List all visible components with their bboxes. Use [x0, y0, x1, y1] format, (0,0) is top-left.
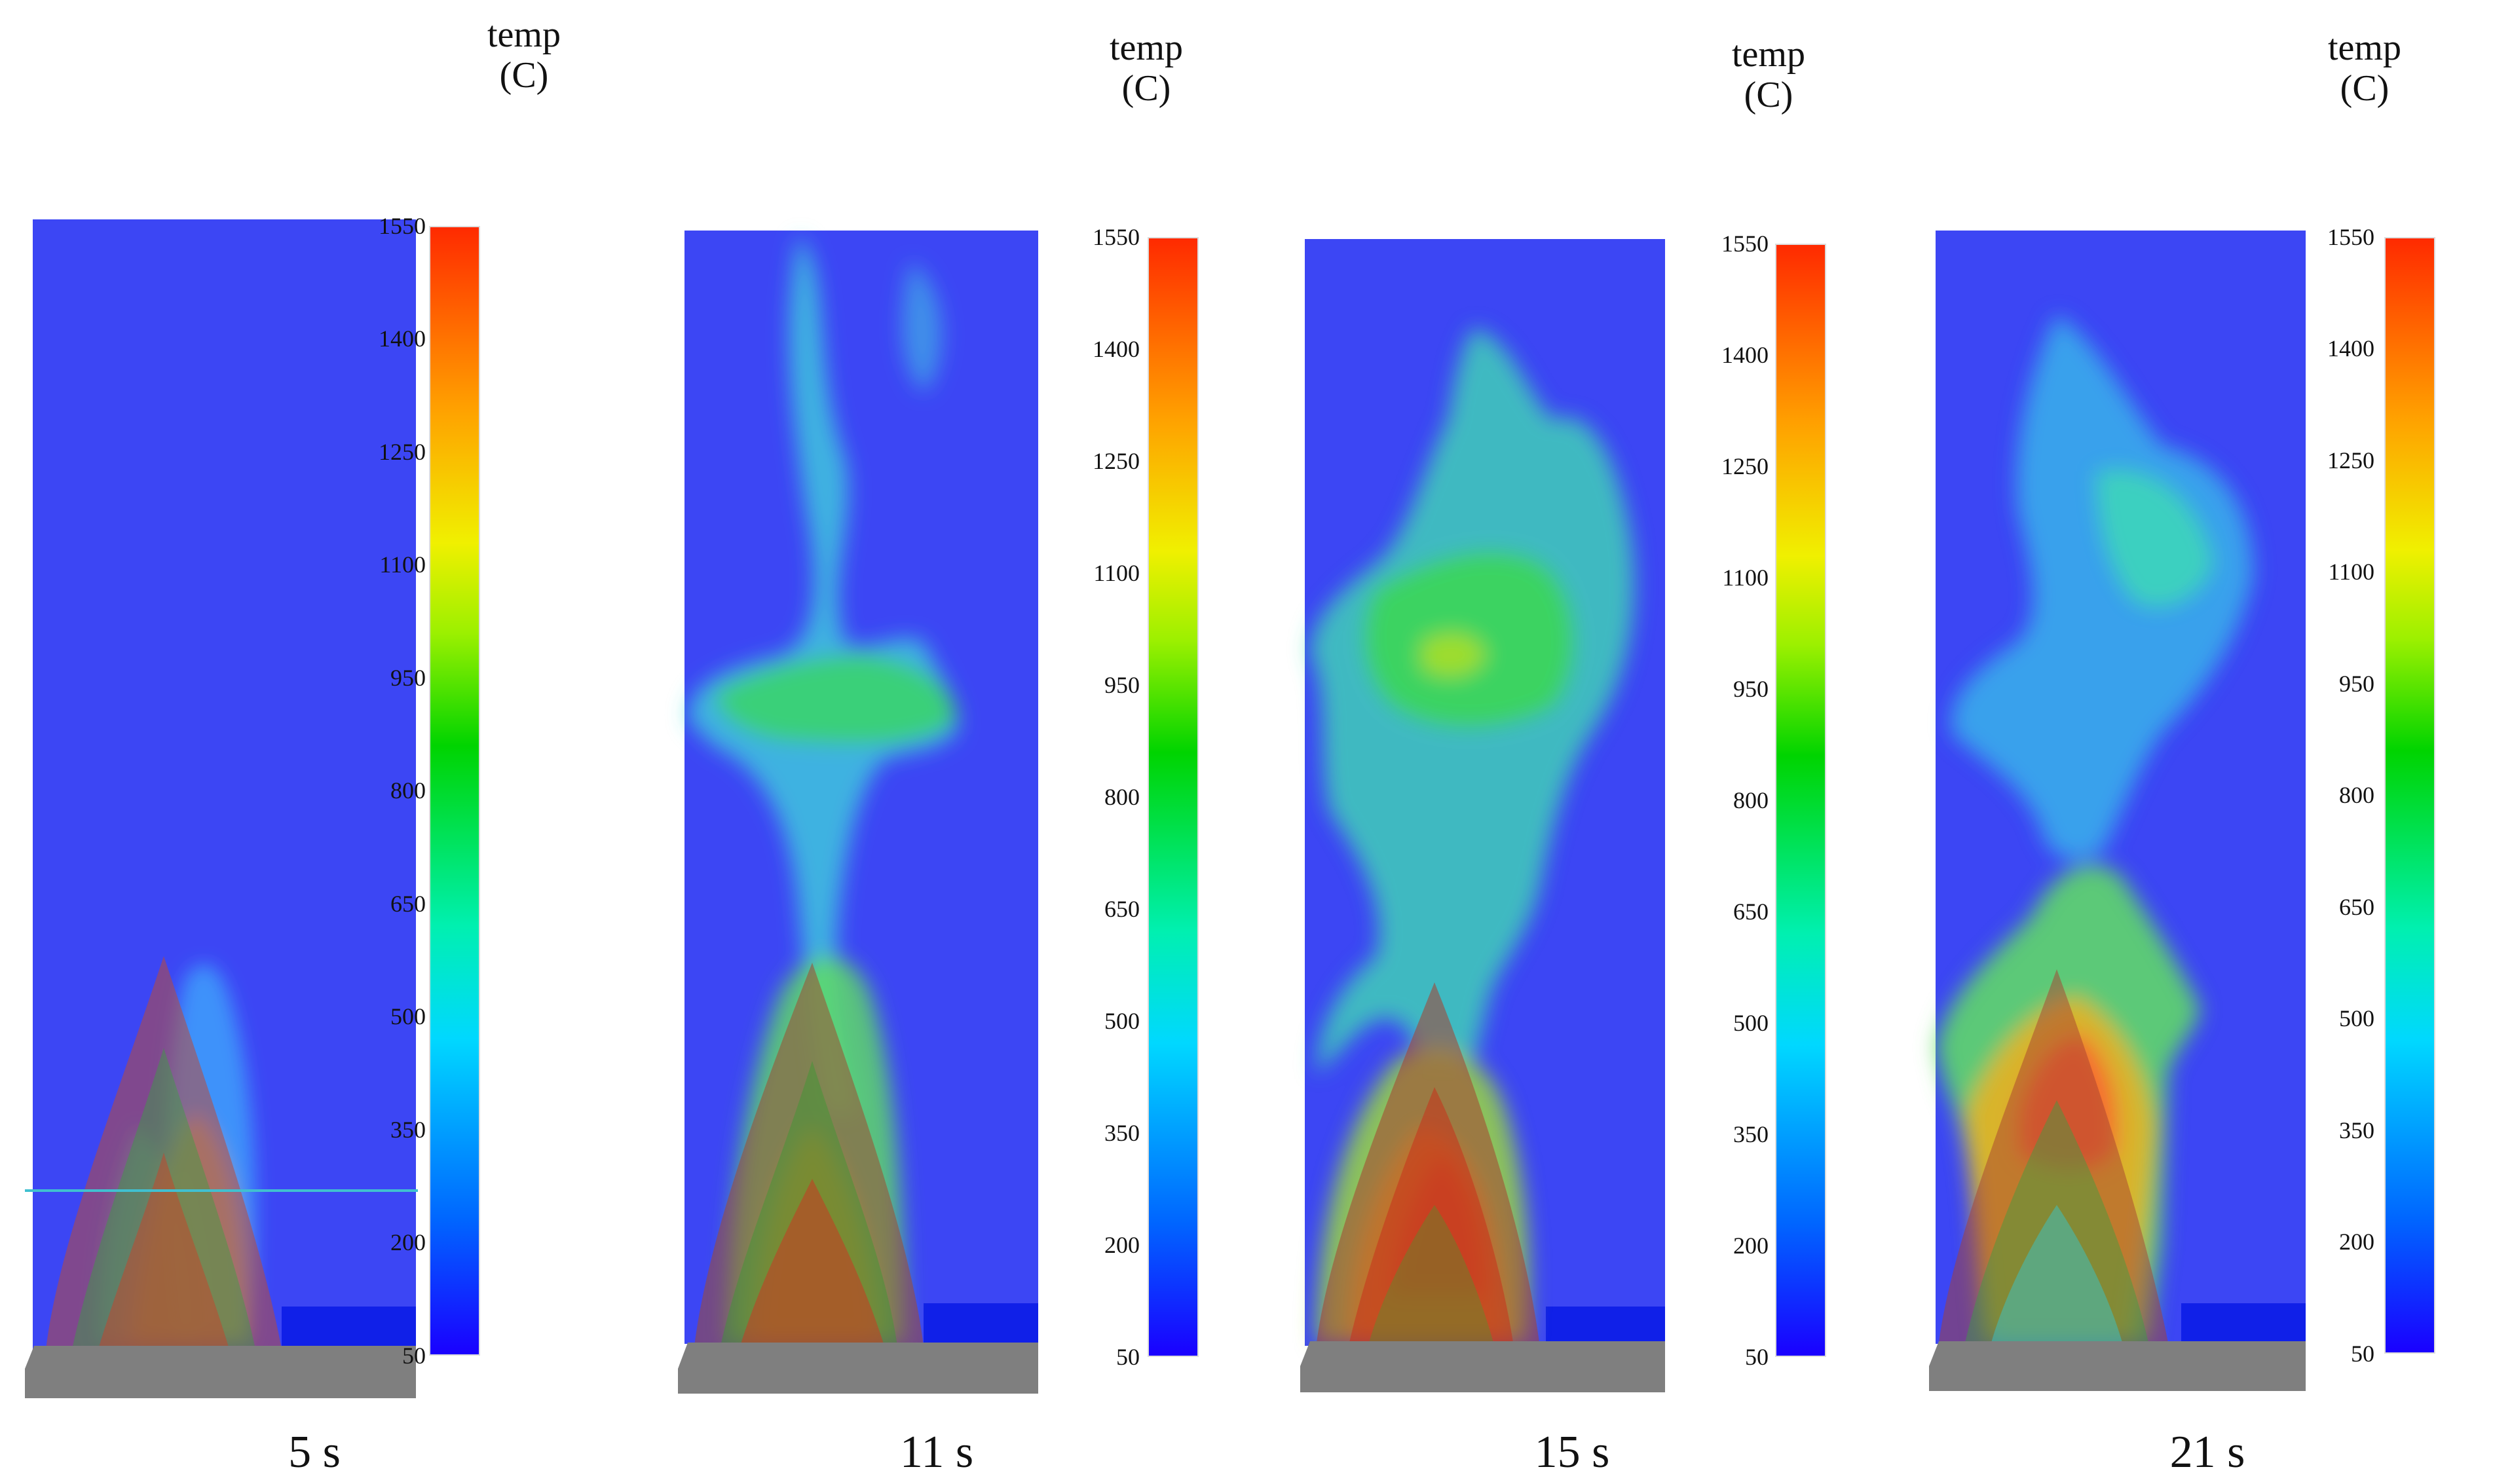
colorbar-tick: 50	[402, 1343, 426, 1369]
colorbar-tick: 1550	[1093, 224, 1140, 250]
colorbar-tick: 800	[390, 777, 426, 804]
colorbar	[2384, 237, 2435, 1354]
colorbar	[429, 226, 480, 1356]
colorbar-tick: 1250	[1093, 448, 1140, 474]
colorbar-tick: 1400	[2327, 335, 2374, 362]
colorbar-tick: 50	[1116, 1344, 1140, 1370]
colorbar-tick: 1400	[379, 325, 426, 352]
time-label: 11 s	[899, 1427, 974, 1477]
colorbar-tick: 650	[1733, 899, 1769, 925]
legend-title-unit: (C)	[1121, 68, 1171, 109]
legend-title: temp (C)	[1048, 28, 1245, 109]
floor-blue-strip	[282, 1307, 416, 1346]
colorbar-tick: 800	[1733, 787, 1769, 813]
colorbar-tick: 50	[2351, 1341, 2374, 1367]
colorbar-tick: 350	[1104, 1120, 1140, 1146]
colorbar	[1148, 237, 1199, 1357]
colorbar-tick: 500	[390, 1003, 426, 1030]
floor-blue-strip	[2181, 1303, 2306, 1343]
colorbar-tick: 950	[1733, 676, 1769, 702]
colorbar-tick: 800	[1104, 784, 1140, 810]
particle-cloud	[46, 956, 282, 1349]
floor	[678, 1343, 1038, 1394]
colorbar	[1775, 244, 1826, 1357]
time-label: 5 s	[288, 1427, 341, 1477]
colorbar-tick: 500	[2339, 1005, 2374, 1031]
colorbar-tick: 500	[1104, 1008, 1140, 1034]
legend-title-unit: (C)	[499, 55, 549, 96]
panel-21s: temp (C) 1550 1400 1250 1100 950 800 650…	[1886, 0, 2493, 1484]
simulation-view	[1300, 239, 1665, 1392]
legend-title: temp (C)	[1670, 34, 1867, 115]
panel-15s: temp (C) 1550 1400 1250 1100 950 800 650…	[1277, 0, 1900, 1484]
floor	[1929, 1341, 2306, 1391]
simulation-view	[25, 219, 418, 1398]
floor	[25, 1346, 416, 1398]
particle-cloud	[694, 963, 924, 1346]
colorbar-tick: 950	[1104, 672, 1140, 698]
colorbar-tick: 1100	[379, 551, 426, 578]
legend-title-temp: temp	[2328, 28, 2401, 68]
colorbar-tick: 1250	[379, 439, 426, 465]
legend-title: temp (C)	[426, 14, 622, 96]
colorbar-tick: 1100	[2328, 559, 2374, 585]
colorbar-tick: 800	[2339, 782, 2374, 808]
colorbar-tick: 950	[2339, 671, 2374, 697]
panel-11s: temp (C) 1550 1400 1250 1100 950 800 650…	[648, 0, 1271, 1484]
colorbar-tick: 200	[2339, 1229, 2374, 1255]
floor	[1300, 1341, 1665, 1392]
colorbar-tick: 200	[1104, 1232, 1140, 1258]
legend-title: temp (C)	[2266, 28, 2463, 109]
colorbar-tick: 50	[1745, 1344, 1769, 1370]
simulation-view	[1929, 231, 2306, 1391]
floor-blue-strip	[924, 1303, 1038, 1343]
colorbar-tick: 650	[390, 891, 426, 917]
legend-title-unit: (C)	[1744, 75, 1793, 115]
particle-cloud	[1317, 982, 1539, 1343]
colorbar-tick: 1550	[1721, 231, 1769, 257]
time-label: 21 s	[2169, 1427, 2245, 1477]
time-label: 15 s	[1534, 1427, 1610, 1477]
colorbar-tick: 1100	[1722, 565, 1769, 591]
colorbar-tick: 350	[390, 1117, 426, 1143]
legend-title-temp: temp	[487, 14, 561, 55]
panel-5s: temp (C) 1550 1400 1250 1100 950 800 650…	[0, 0, 622, 1484]
colorbar-tick: 650	[1104, 896, 1140, 922]
colorbar-tick: 1250	[2327, 447, 2374, 473]
colorbar-tick: 200	[390, 1229, 426, 1255]
simulation-view	[678, 231, 1038, 1394]
colorbar-tick: 650	[2339, 894, 2374, 920]
floor-blue-strip	[1546, 1307, 1665, 1343]
legend-title-temp: temp	[1110, 28, 1183, 68]
particle-cloud	[1939, 969, 2168, 1343]
colorbar-tick: 1100	[1093, 560, 1140, 586]
colorbar-tick: 1400	[1721, 342, 1769, 368]
colorbar-tick: 1250	[1721, 453, 1769, 479]
colorbar-tick: 500	[1733, 1010, 1769, 1036]
legend-title-temp: temp	[1732, 34, 1805, 75]
colorbar-tick: 200	[1733, 1233, 1769, 1259]
colorbar-tick: 1400	[1093, 336, 1140, 362]
colorbar-tick: 950	[390, 665, 426, 691]
legend-title-unit: (C)	[2340, 68, 2390, 109]
colorbar-tick: 350	[1733, 1121, 1769, 1147]
colorbar-tick: 350	[2339, 1117, 2374, 1143]
colorbar-tick: 1550	[2327, 224, 2374, 250]
colorbar-tick: 1550	[379, 213, 426, 239]
